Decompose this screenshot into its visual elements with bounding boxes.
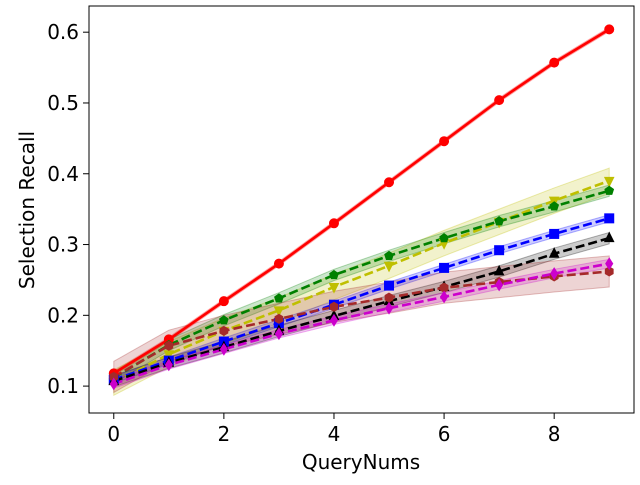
data-point <box>164 340 174 351</box>
data-point <box>439 233 449 243</box>
data-point <box>604 24 615 35</box>
data-point <box>494 216 504 226</box>
data-point <box>605 257 614 271</box>
data-point <box>219 342 228 356</box>
data-point <box>549 57 560 68</box>
y-tick-label: 0.3 <box>47 233 79 257</box>
x-tick-label: 6 <box>438 422 451 446</box>
data-point <box>328 283 340 294</box>
x-tick-label: 0 <box>107 422 120 446</box>
y-axis-ticks: 0.1 0.2 0.3 0.4 0.5 0.6 <box>47 20 89 398</box>
y-axis-label: Selection Recall <box>15 131 39 289</box>
data-point <box>439 262 450 273</box>
data-point <box>274 293 284 303</box>
data-point <box>550 267 559 280</box>
y-tick-label: 0.1 <box>47 374 79 398</box>
data-point <box>384 301 394 315</box>
series-lines <box>113 28 610 386</box>
data-point <box>384 292 394 303</box>
series-line-3 <box>113 217 610 381</box>
data-point <box>218 296 229 307</box>
data-point <box>384 250 394 261</box>
data-point <box>273 258 284 269</box>
data-point <box>383 261 395 273</box>
x-tick-label: 4 <box>328 422 341 446</box>
data-point <box>548 247 560 258</box>
y-tick-label: 0.5 <box>47 91 79 115</box>
data-point <box>549 228 560 239</box>
data-point <box>439 290 449 304</box>
series-markers <box>108 24 615 391</box>
data-point <box>328 218 339 229</box>
x-axis-label: QueryNums <box>302 450 420 474</box>
x-tick-label: 2 <box>218 422 231 446</box>
data-point <box>274 313 284 324</box>
data-point <box>109 377 118 391</box>
data-point <box>604 185 615 195</box>
data-point <box>274 327 284 341</box>
series-line-6 <box>113 262 610 386</box>
data-point <box>494 245 505 256</box>
data-point <box>219 315 229 325</box>
y-tick-label: 0.4 <box>47 162 79 186</box>
series-line-1 <box>113 179 610 384</box>
data-point <box>164 358 173 372</box>
data-point <box>495 278 504 292</box>
data-point <box>604 266 614 277</box>
data-point <box>219 325 229 336</box>
plot-frame <box>88 5 635 414</box>
x-tick-label: 8 <box>548 422 561 446</box>
data-point <box>494 95 505 106</box>
data-point <box>329 313 339 327</box>
data-point <box>549 201 560 211</box>
data-point <box>439 136 450 147</box>
series-band-2 <box>113 184 610 385</box>
series-line-0 <box>113 28 610 375</box>
data-point <box>273 306 285 317</box>
data-point <box>384 280 395 291</box>
data-point <box>329 301 339 312</box>
data-point <box>604 213 615 224</box>
data-point <box>603 176 615 188</box>
series-band-4 <box>113 231 610 388</box>
data-point <box>329 269 339 280</box>
data-point <box>384 177 395 188</box>
x-axis-ticks: 0 2 4 6 8 <box>107 413 561 446</box>
series-line-4 <box>113 236 610 383</box>
series-line-2 <box>113 189 610 379</box>
y-tick-label: 0.2 <box>47 303 79 327</box>
y-tick-label: 0.6 <box>47 20 79 44</box>
data-point <box>493 264 505 276</box>
data-point <box>603 231 615 243</box>
series-line-5 <box>113 270 610 379</box>
